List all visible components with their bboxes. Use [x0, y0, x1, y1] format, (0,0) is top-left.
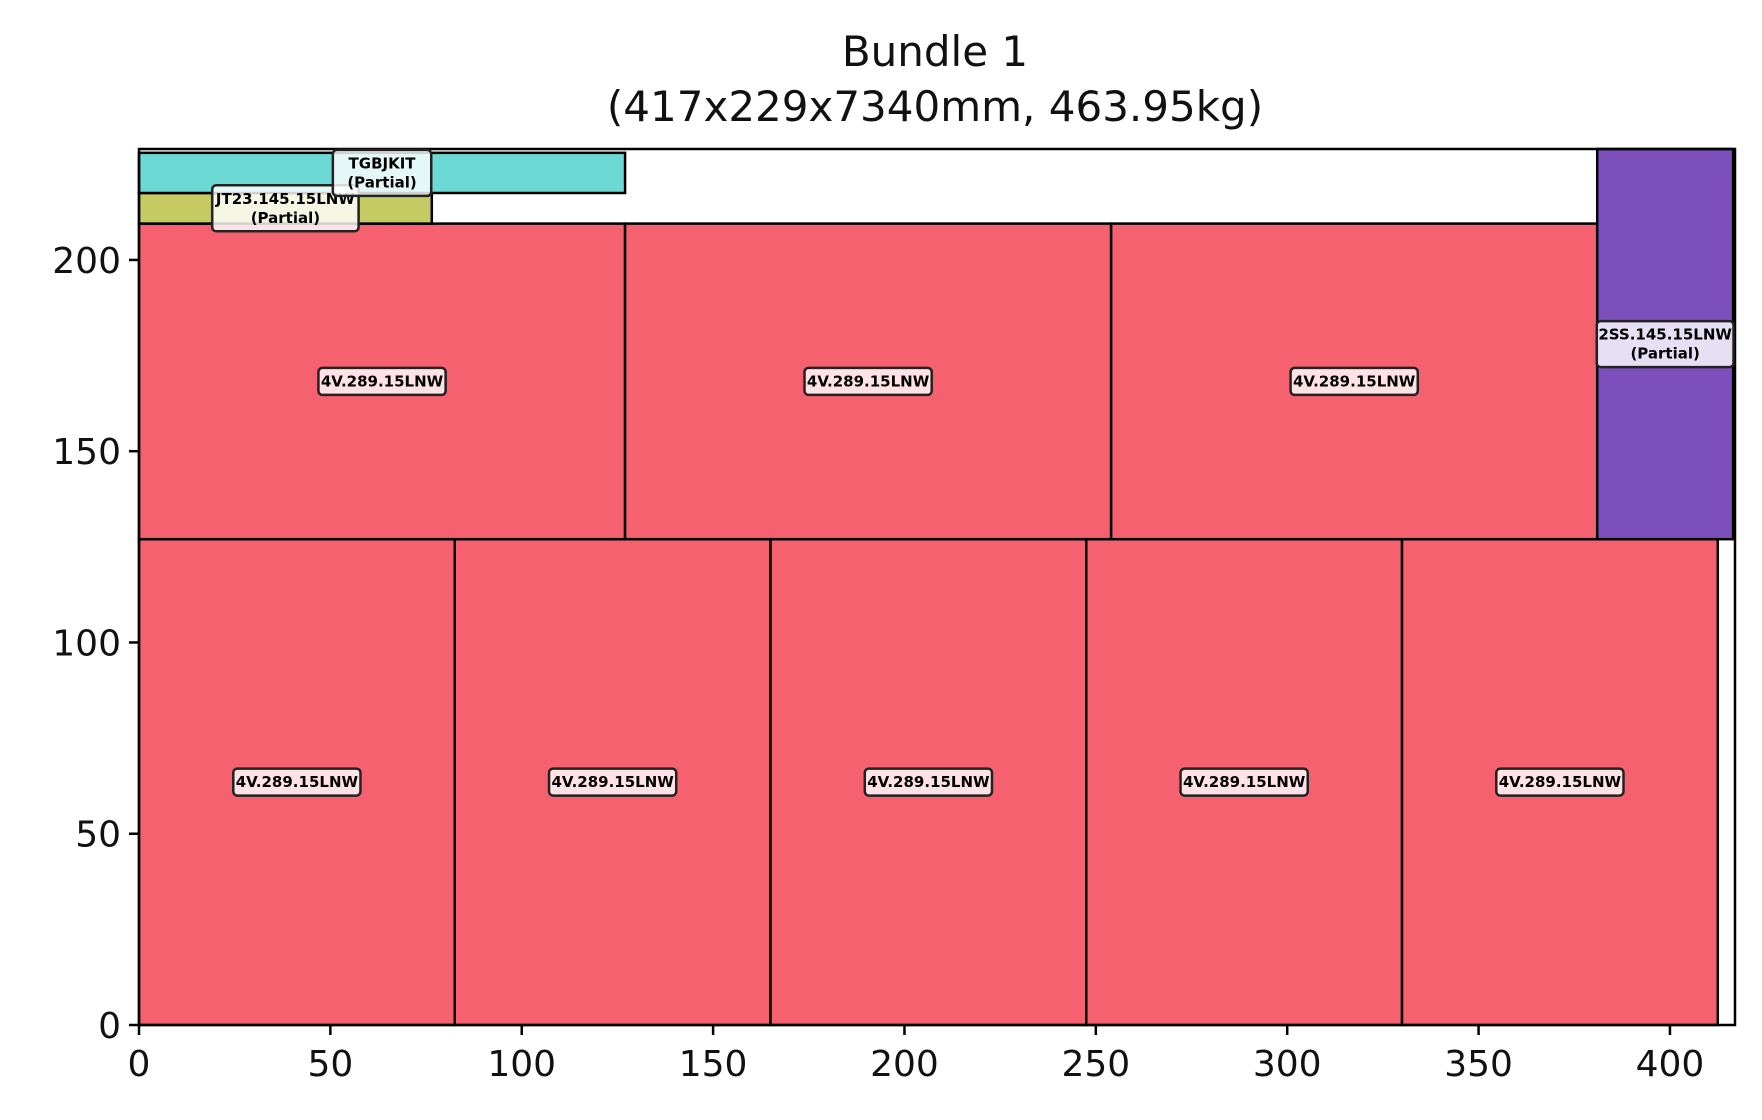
- item-label: 4V.289.15LNW: [863, 767, 994, 797]
- item-label: 4V.289.15LNW: [1179, 767, 1309, 797]
- item-label-text: 2SS.145.15LNW: [1598, 326, 1732, 344]
- item-label: 4V.289.15LNW: [317, 366, 447, 397]
- y-tick-label: 150: [52, 432, 121, 473]
- x-tick-label: 300: [1253, 1044, 1322, 1085]
- y-tick-label: 100: [52, 623, 121, 664]
- y-axis: 0 50 100 150 200: [52, 241, 139, 1047]
- item-label-text: 4V.289.15LNW: [867, 773, 990, 791]
- label-box: [317, 366, 447, 397]
- item-label-text: 4V.289.15LNW: [1499, 773, 1622, 791]
- x-axis: 0 50 100 150 200 250 300 350 400: [128, 1025, 1705, 1085]
- item-label-text: JT23.145.15LNW: [215, 190, 355, 208]
- item-label: 4V.289.15LNW: [547, 767, 678, 797]
- item-label: 4V.289.15LNW: [232, 767, 362, 797]
- item-label-subtext: (Partial): [347, 173, 416, 191]
- chart-subtitle: (417x229x7340mm, 463.95kg): [607, 82, 1263, 131]
- item-label: 4V.289.15LNW: [803, 366, 933, 397]
- packed-items: [137, 147, 1735, 1027]
- item-label: 4V.289.15LNW: [1495, 767, 1625, 797]
- y-tick-label: 0: [98, 1006, 121, 1047]
- label-box: [863, 767, 994, 797]
- plot-frame: [137, 147, 1737, 1027]
- item-label-text: 4V.289.15LNW: [1293, 372, 1416, 390]
- item-label-subtext: (Partial): [251, 209, 320, 227]
- item-label-text: TGBJKIT: [349, 154, 417, 172]
- y-tick-label: 50: [75, 815, 121, 856]
- label-box: [232, 767, 362, 797]
- x-tick-label: 400: [1636, 1044, 1705, 1085]
- item-label-text: 4V.289.15LNW: [807, 372, 930, 390]
- label-box: [1595, 319, 1735, 369]
- x-tick-label: 350: [1444, 1044, 1513, 1085]
- chart-title: Bundle 1: [842, 27, 1028, 76]
- item-label: TGBJKIT(Partial): [331, 148, 433, 198]
- x-tick-label: 200: [870, 1044, 939, 1085]
- label-box: [547, 767, 678, 797]
- x-tick-label: 150: [679, 1044, 748, 1085]
- item-labels: 4V.289.15LNW 4V.289.15LNW 4V.289.15LNW 4V.2…: [210, 148, 1735, 797]
- x-tick-label: 250: [1061, 1044, 1130, 1085]
- x-tick-label: 50: [307, 1044, 353, 1085]
- y-tick-label: 200: [52, 241, 121, 282]
- item-label: 2SS.145.15LNW(Partial): [1595, 319, 1735, 369]
- item-label-text: 4V.289.15LNW: [236, 773, 359, 791]
- label-box: [1179, 767, 1309, 797]
- item-label-text: 4V.289.15LNW: [1183, 773, 1306, 791]
- label-box: [331, 148, 433, 198]
- label-box: [803, 366, 933, 397]
- item-label-text: 4V.289.15LNW: [321, 372, 444, 390]
- x-tick-label: 100: [487, 1044, 556, 1085]
- item-label-subtext: (Partial): [1630, 345, 1699, 363]
- x-tick-label: 0: [128, 1044, 151, 1085]
- label-box: [1289, 366, 1420, 397]
- item-label: 4V.289.15LNW: [1289, 366, 1420, 397]
- item-label-text: 4V.289.15LNW: [551, 773, 674, 791]
- item-label: JT23.145.15LNW(Partial): [210, 184, 360, 233]
- label-box: [210, 184, 360, 233]
- label-box: [1495, 767, 1625, 797]
